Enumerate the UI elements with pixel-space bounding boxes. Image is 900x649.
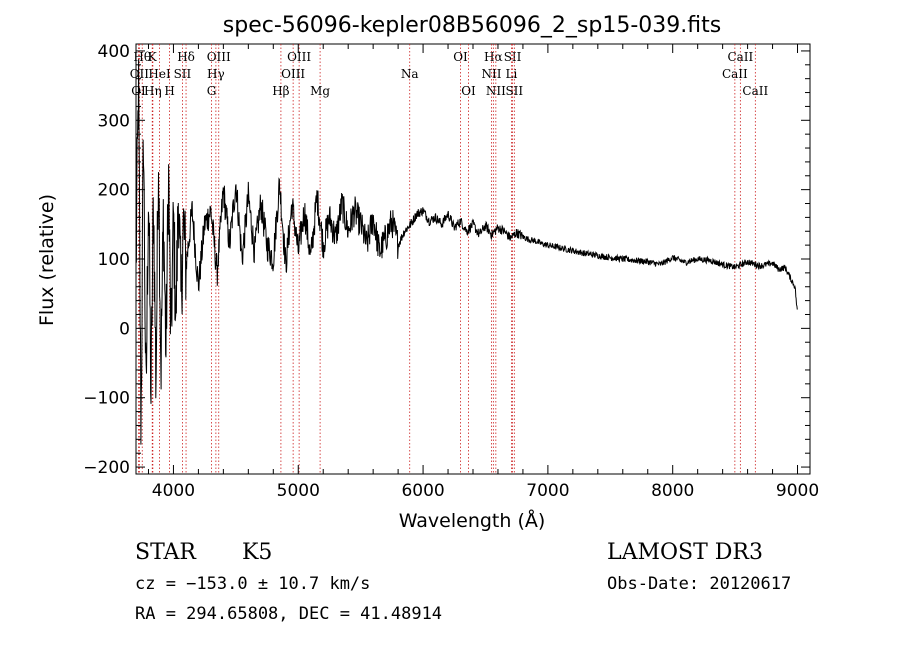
x-tick-label: 6000 — [401, 481, 444, 501]
y-tick-label: 100 — [98, 250, 130, 270]
spectral-line-label: OI — [461, 84, 476, 98]
chart-title: spec-56096-kepler08B56096_2_sp15-039.fit… — [223, 13, 721, 38]
y-tick-label: −200 — [83, 458, 130, 478]
spectral-subclass: K5 — [242, 540, 273, 565]
spectral-line-label: OII — [130, 67, 150, 81]
y-tick-label: −100 — [83, 389, 130, 409]
spectral-line-label: SII — [504, 50, 522, 64]
object-class: STAR — [135, 540, 196, 565]
spectral-line-label: Hβ — [272, 84, 289, 98]
spectral-line-label: Hγ — [207, 67, 225, 81]
spectral-line-label: OIII — [207, 50, 231, 64]
spectral-line-label: H — [164, 84, 174, 98]
velocity-readout: cz = −153.0 ± 10.7 km/s — [135, 574, 371, 594]
y-tick-label: 200 — [98, 181, 130, 201]
spectral-line-label: CaII — [742, 84, 768, 98]
spectral-line-label: CaII — [727, 50, 753, 64]
spectral-line-label: Hδ — [177, 50, 195, 64]
x-tick-label: 4000 — [152, 481, 195, 501]
spectral-line-label: NII — [481, 67, 501, 81]
spectral-line-label: Hθ — [133, 50, 151, 64]
spectral-line-label: OI — [453, 50, 468, 64]
x-axis-label: Wavelength (Å) — [399, 509, 546, 532]
y-axis-label: Flux (relative) — [36, 194, 58, 326]
x-tick-label: 7000 — [526, 481, 569, 501]
x-tick-label: 8000 — [651, 481, 694, 501]
y-tick-label: 300 — [98, 111, 130, 131]
spectral-line-label: NII — [486, 84, 506, 98]
observation-date: Obs-Date: 20120617 — [607, 574, 792, 594]
y-tick-label: 0 — [119, 319, 130, 339]
spectral-line-label: OIII — [287, 50, 311, 64]
spectral-line-label: Mg — [310, 84, 330, 98]
spectral-line-label: SII — [505, 84, 523, 98]
spectral-line-label: HeI — [148, 67, 171, 81]
survey-name: LAMOST DR3 — [607, 540, 763, 565]
spectral-line-label: Na — [401, 67, 419, 81]
x-tick-label: 9000 — [776, 481, 819, 501]
spectral-line-label: K — [148, 50, 158, 64]
spectral-line-label: CaII — [722, 67, 748, 81]
spectral-line-label: Li — [506, 67, 518, 81]
spectral-line-label: Hα — [484, 50, 503, 64]
x-tick-label: 5000 — [277, 481, 320, 501]
y-tick-label: 400 — [98, 42, 130, 62]
flux-series-line — [135, 59, 798, 445]
spectral-line-label: SII — [174, 67, 192, 81]
spectrum-chart: spec-56096-kepler08B56096_2_sp15-039.fit… — [36, 13, 819, 532]
spectral-line-label: OIII — [281, 67, 305, 81]
coordinates-readout: RA = 294.65808, DEC = 41.48914 — [135, 604, 443, 624]
spectral-line-label: G — [207, 84, 217, 98]
spectral-line-label: Hη — [144, 84, 162, 98]
